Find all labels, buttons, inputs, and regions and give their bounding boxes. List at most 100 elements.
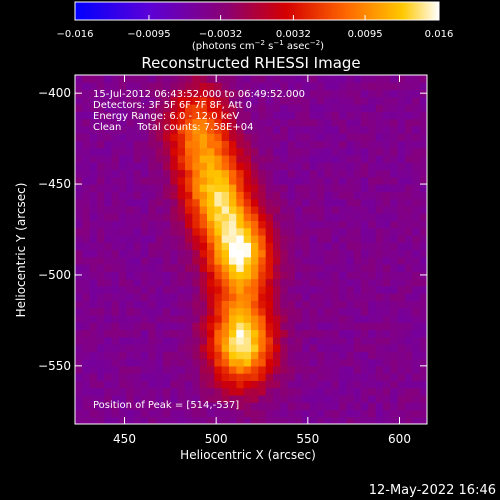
heatmap-cell (170, 373, 179, 381)
x-axis-label: Heliocentric X (arcsec) (180, 448, 316, 462)
heatmap-cell (236, 344, 245, 352)
heatmap-cell (89, 184, 98, 192)
heatmap-cell (361, 264, 369, 272)
heatmap-cell (82, 307, 91, 316)
heatmap-cell (177, 351, 186, 360)
heatmap-cell (89, 96, 98, 105)
heatmap-cell (302, 271, 311, 280)
heatmap-cell (89, 285, 98, 294)
heatmap-cell (104, 169, 113, 178)
heatmap-cell (368, 227, 377, 236)
heatmap-cell (89, 118, 98, 127)
heatmap-cell (309, 300, 318, 309)
heatmap-cell (405, 96, 413, 105)
heatmap-cell (324, 373, 333, 381)
heatmap-cell (236, 104, 245, 112)
heatmap-cell (192, 147, 201, 156)
heatmap-cell (214, 96, 223, 105)
heatmap-cell (353, 162, 362, 171)
heatmap-cell (155, 358, 164, 367)
heatmap-cell (317, 220, 325, 229)
heatmap-cell (331, 75, 340, 83)
heatmap-cell (214, 358, 223, 367)
heatmap-cell (111, 104, 120, 112)
heatmap-cell (390, 344, 399, 352)
heatmap-cell (390, 125, 399, 134)
heatmap-cell (243, 249, 252, 258)
heatmap-cell (141, 220, 149, 229)
heatmap-cell (119, 365, 127, 374)
heatmap-cell (383, 213, 391, 222)
heatmap-cell (104, 264, 113, 272)
heatmap-cell (251, 409, 259, 418)
heatmap-cell (353, 365, 362, 374)
heatmap-cell (375, 278, 384, 287)
heatmap-cell (302, 300, 311, 309)
heatmap-cell (199, 358, 208, 367)
heatmap-cell (170, 358, 179, 367)
heatmap-cell (287, 162, 296, 171)
heatmap-cell (229, 89, 237, 98)
heatmap-cell (133, 322, 142, 331)
heatmap-cell (148, 133, 157, 142)
heatmap-cell (405, 169, 413, 178)
heatmap-cell (141, 285, 149, 294)
plot-frame (74, 74, 428, 425)
heatmap-cell (236, 365, 245, 374)
heatmap-cell (295, 293, 303, 301)
heatmap-cell (339, 227, 347, 236)
heatmap-cell (104, 351, 113, 360)
heatmap-cell (104, 176, 113, 185)
heatmap-cell (163, 213, 171, 222)
heatmap-cell (177, 154, 186, 163)
heatmap-cell (243, 213, 252, 222)
heatmap-cell (221, 409, 230, 418)
heatmap-cell (317, 184, 325, 192)
heatmap-cell (177, 176, 186, 185)
heatmap-cell (243, 336, 252, 345)
heatmap-cell (97, 227, 105, 236)
heatmap-cell (302, 314, 311, 323)
heatmap-cell (302, 176, 311, 185)
heatmap-cell (97, 96, 105, 105)
heatmap-cell (412, 402, 421, 411)
heatmap-cell (119, 271, 127, 280)
heatmap-cell (339, 162, 347, 171)
heatmap-cell (397, 176, 406, 185)
heatmap-cell (412, 213, 421, 222)
heatmap-cell (251, 82, 259, 91)
heatmap-cell (192, 278, 201, 287)
heatmap-cell (82, 104, 91, 112)
heatmap-cell (221, 147, 230, 156)
heatmap-cell (119, 140, 127, 149)
heatmap-cell (280, 176, 289, 185)
heatmap-cell (192, 82, 201, 91)
heatmap-cell (170, 133, 179, 142)
heatmap-cell (111, 278, 120, 287)
heatmap-cell (229, 176, 237, 185)
heatmap-cell (177, 358, 186, 367)
heatmap-cell (163, 358, 171, 367)
heatmap-cell (126, 140, 135, 149)
heatmap-cell (155, 140, 164, 149)
heatmap-cell (397, 191, 406, 200)
heatmap-cell (405, 220, 413, 229)
heatmap-cell (214, 336, 223, 345)
heatmap-cell (221, 162, 230, 171)
heatmap-cell (412, 104, 421, 112)
heatmap-cell (75, 104, 83, 112)
heatmap-cell (251, 293, 259, 301)
heatmap-cell (383, 256, 391, 265)
heatmap-cell (258, 329, 267, 338)
heatmap-cell (75, 256, 83, 265)
heatmap-cell (339, 147, 347, 156)
heatmap-cell (346, 387, 355, 396)
heatmap-cell (199, 293, 208, 301)
heatmap-cell (251, 380, 259, 389)
heatmap-cell (207, 249, 215, 258)
heatmap-cell (163, 111, 171, 120)
heatmap-cell (324, 344, 333, 352)
heatmap-cell (280, 380, 289, 389)
heatmap-cell (353, 402, 362, 411)
heatmap-cell (236, 140, 245, 149)
